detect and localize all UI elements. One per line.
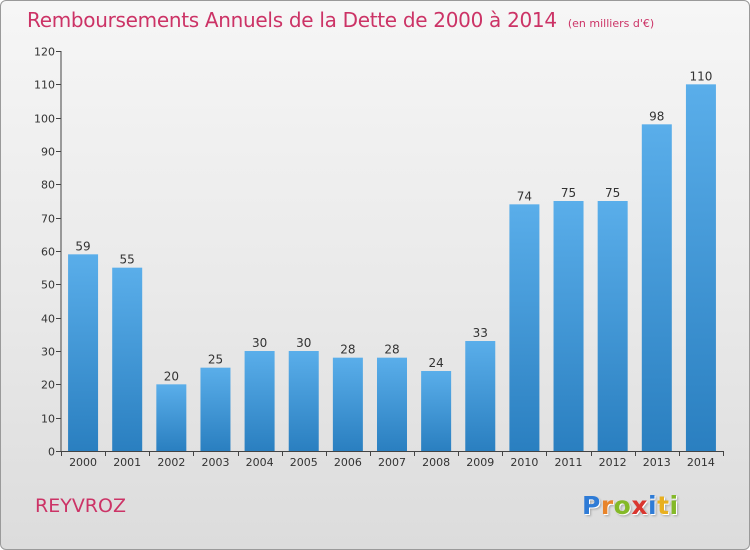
y-tick-label: 60 <box>41 246 55 259</box>
x-tick-label: 2005 <box>290 456 318 469</box>
bar-value-label: 55 <box>120 253 135 267</box>
bar-value-label: 28 <box>384 343 399 357</box>
y-tick-label: 110 <box>34 79 55 92</box>
bar-value-label: 98 <box>649 109 664 123</box>
bar-value-label: 74 <box>517 189 532 203</box>
y-tick-label: 90 <box>41 146 55 159</box>
y-tick-label: 80 <box>41 179 55 192</box>
bar <box>685 84 716 451</box>
x-tick-label: 2014 <box>687 456 715 469</box>
x-tick-label: 2002 <box>157 456 185 469</box>
x-tick-label: 2009 <box>466 456 494 469</box>
logo-letter: t <box>657 491 670 520</box>
bar <box>288 351 319 451</box>
bar-value-label: 20 <box>164 369 179 383</box>
bar <box>377 357 407 451</box>
x-tick-label: 2010 <box>510 456 538 469</box>
bar-value-label: 33 <box>473 326 488 340</box>
x-tick-label: 2011 <box>555 456 583 469</box>
commune-name: REYVROZ <box>35 495 126 517</box>
proxiti-logo: Proxiti <box>582 491 679 520</box>
y-tick-label: 10 <box>41 413 55 426</box>
x-tick-label: 2007 <box>378 456 406 469</box>
bar <box>509 204 540 451</box>
bar <box>553 201 584 451</box>
x-tick-label: 2003 <box>201 456 229 469</box>
x-tick-label: 2001 <box>113 456 141 469</box>
bar <box>244 351 275 451</box>
bar <box>200 367 231 451</box>
x-tick-label: 2013 <box>643 456 671 469</box>
x-tick-label: 2006 <box>334 456 362 469</box>
x-tick-label: 2000 <box>69 456 97 469</box>
bar <box>332 357 363 451</box>
y-tick-label: 70 <box>41 213 55 226</box>
y-tick-label: 30 <box>41 346 55 359</box>
logo-letter: x <box>631 491 648 520</box>
bar <box>465 341 496 451</box>
bar-value-label: 59 <box>75 239 90 253</box>
chart-title: Remboursements Annuels de la Dette de 20… <box>27 8 654 32</box>
logo-letter: r <box>600 491 614 520</box>
bar <box>597 201 628 451</box>
y-tick-label: 120 <box>34 46 55 59</box>
y-tick-label: 100 <box>34 113 55 126</box>
bar <box>156 384 187 451</box>
y-tick-label: 50 <box>41 279 55 292</box>
bar-value-label: 110 <box>689 69 712 83</box>
x-tick-label: 2012 <box>599 456 627 469</box>
bar <box>641 124 672 451</box>
bar <box>421 371 452 451</box>
bar-value-label: 75 <box>561 186 576 200</box>
x-tick-label: 2004 <box>246 456 274 469</box>
y-tick-label: 40 <box>41 313 55 326</box>
bar-value-label: 28 <box>340 343 355 357</box>
y-tick-label: 20 <box>41 379 55 392</box>
y-tick-label: 0 <box>48 446 55 459</box>
logo-letter: i <box>669 491 679 520</box>
x-tick-label: 2008 <box>422 456 450 469</box>
chart-title-text: Remboursements Annuels de la Dette de 20… <box>27 8 557 32</box>
bar-value-label: 30 <box>296 336 311 350</box>
bar <box>112 267 143 451</box>
logo-letter: o <box>613 491 632 520</box>
bar-value-label: 75 <box>605 186 620 200</box>
logo-letter: i <box>648 491 658 520</box>
bar-value-label: 24 <box>428 356 443 370</box>
bar-value-label: 30 <box>252 336 267 350</box>
chart-unit-note: (en milliers d'€) <box>567 17 655 30</box>
logo-letter: P <box>582 491 601 520</box>
bar-value-label: 25 <box>208 353 223 367</box>
bar <box>68 254 99 451</box>
